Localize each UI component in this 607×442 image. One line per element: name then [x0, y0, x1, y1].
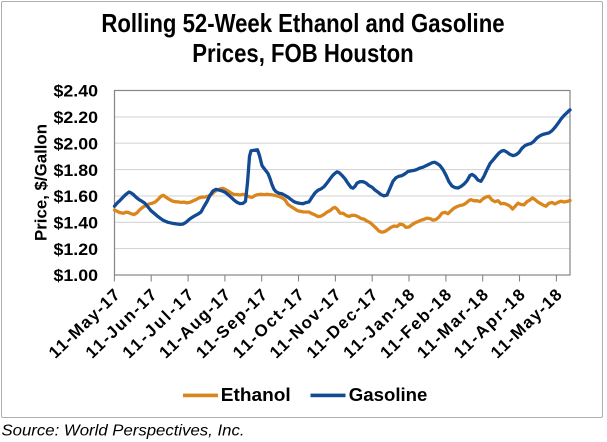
svg-text:$2.40: $2.40 — [54, 82, 99, 101]
svg-text:Gasoline: Gasoline — [349, 384, 428, 405]
svg-text:$1.20: $1.20 — [54, 240, 99, 259]
svg-text:$1.80: $1.80 — [54, 161, 99, 180]
svg-text:$1.00: $1.00 — [54, 266, 99, 285]
svg-text:$2.00: $2.00 — [54, 134, 99, 153]
svg-text:$2.20: $2.20 — [54, 108, 99, 127]
svg-text:$1.40: $1.40 — [54, 214, 99, 233]
svg-text:$1.60: $1.60 — [54, 187, 99, 206]
svg-text:Source: World Perspectives, In: Source: World Perspectives, Inc. — [2, 422, 245, 439]
svg-text:Price, $/Gallon: Price, $/Gallon — [32, 124, 51, 241]
svg-text:Ethanol: Ethanol — [221, 384, 291, 405]
